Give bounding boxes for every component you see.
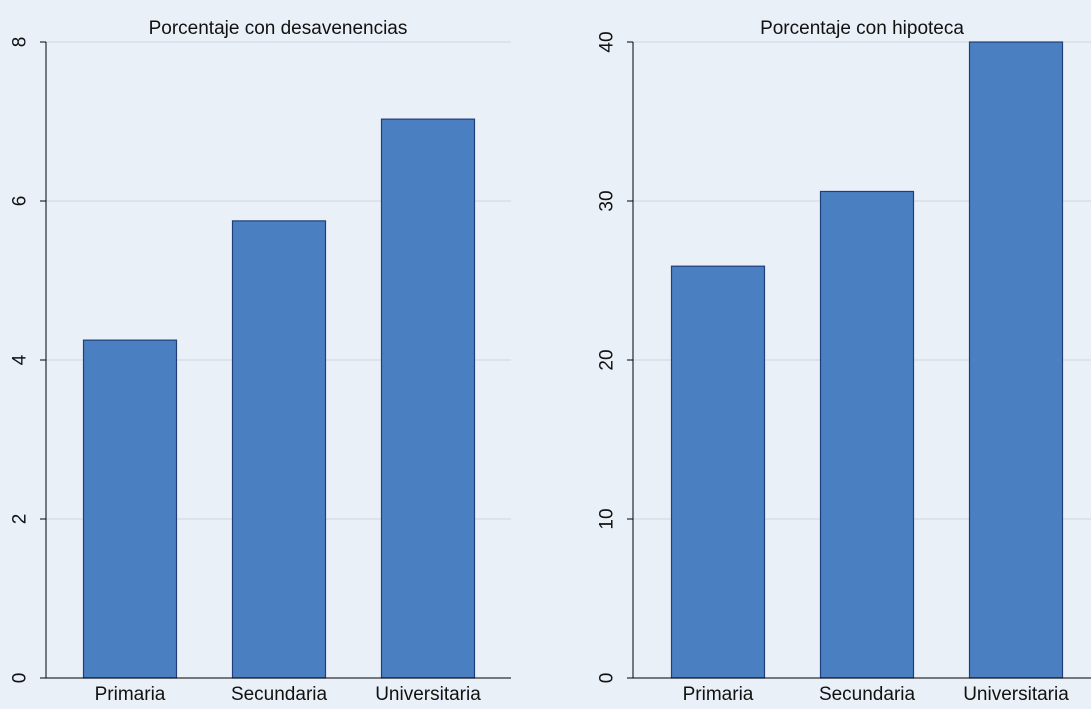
y-tick-label: 0 <box>597 673 618 684</box>
chart-title: Porcentaje con hipoteca <box>760 18 964 39</box>
bar <box>968 41 1064 679</box>
chart-disagreements: Porcentaje con desavenencias 0 2 4 6 8 Primar… <box>10 18 511 705</box>
bar <box>82 339 178 679</box>
x-category-label: Universitaria <box>375 684 481 705</box>
x-category-label: Secundaria <box>819 684 916 705</box>
x-category-label: Secundaria <box>231 684 328 705</box>
y-tick-label: 20 <box>597 349 618 370</box>
y-tick-label: 40 <box>597 31 618 52</box>
bar <box>670 265 766 679</box>
x-category-label: Primaria <box>95 684 166 705</box>
y-tick-label: 10 <box>597 508 618 529</box>
y-tick-label: 0 <box>10 673 31 684</box>
y-tick-label: 30 <box>597 190 618 211</box>
x-category-label: Primaria <box>683 684 754 705</box>
chart-mortgage: Porcentaje con hipoteca 0 10 20 30 40 Primari… <box>597 18 1091 705</box>
chart-title: Porcentaje con desavenencias <box>149 18 408 39</box>
y-tick-label: 8 <box>10 37 31 48</box>
y-tick-label: 6 <box>10 196 31 207</box>
x-category-label: Universitaria <box>963 684 1069 705</box>
bar <box>231 220 327 679</box>
bar <box>819 190 915 679</box>
bar <box>380 118 476 679</box>
y-tick-label: 2 <box>10 514 31 525</box>
y-tick-label: 4 <box>10 354 31 365</box>
